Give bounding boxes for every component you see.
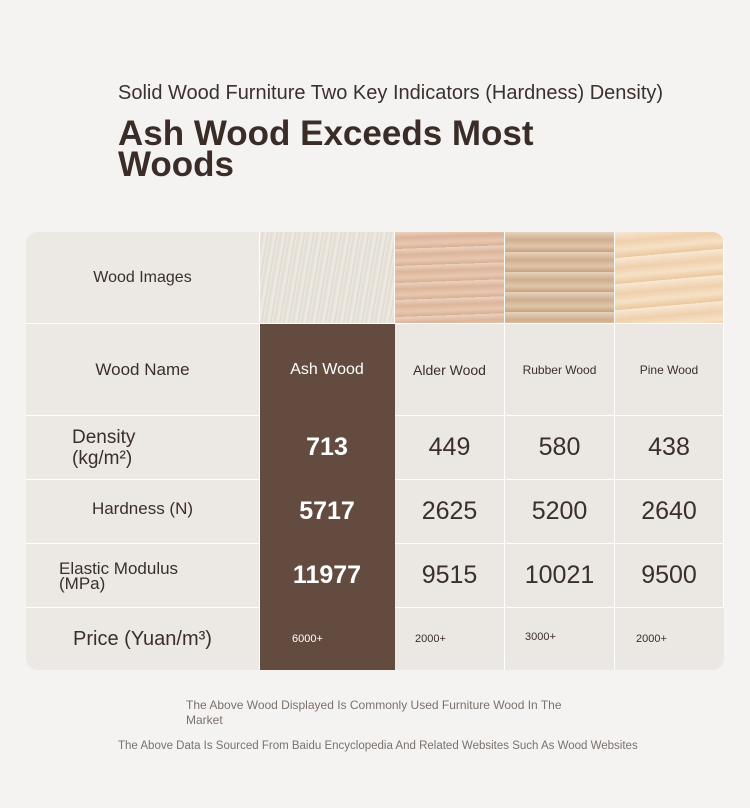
- elastic-rubber: 10021: [505, 544, 615, 608]
- page-headline: Ash Wood Exceeds Most Woods: [118, 114, 534, 184]
- price-alder: 2000+: [395, 608, 505, 670]
- wood-name-rubber: Rubber Wood: [505, 324, 615, 416]
- density-pine: 438: [615, 416, 724, 480]
- row-label-hardness: Hardness (N): [26, 480, 260, 544]
- density-ash: 713: [260, 416, 395, 480]
- density-alder: 449: [395, 416, 505, 480]
- rubber-wood-image: [505, 232, 615, 324]
- elastic-pine: 9500: [615, 544, 724, 608]
- price-pine: 2000+: [615, 608, 724, 670]
- footnote-wood-usage: The Above Wood Displayed Is Commonly Use…: [186, 698, 562, 727]
- hardness-rubber: 5200: [505, 480, 615, 544]
- wood-name-alder: Alder Wood: [395, 324, 505, 416]
- elastic-label-text: Elastic Modulus (MPa): [59, 558, 179, 593]
- elastic-alder: 9515: [395, 544, 505, 608]
- ash-wood-image: [260, 232, 395, 324]
- price-rubber: 3000+: [505, 608, 615, 670]
- pine-wood-image: [615, 232, 724, 324]
- wood-name-pine: Pine Wood: [615, 324, 724, 416]
- row-label-density: Density (kg/m²): [26, 416, 260, 480]
- wood-name-ash: Ash Wood: [260, 324, 395, 416]
- hardness-alder: 2625: [395, 480, 505, 544]
- price-ash: 6000+: [260, 608, 395, 670]
- row-label-name: Wood Name: [26, 324, 260, 416]
- density-label-text: Density (kg/m²): [72, 426, 136, 469]
- density-rubber: 580: [505, 416, 615, 480]
- hardness-pine: 2640: [615, 480, 724, 544]
- row-label-elastic: Elastic Modulus (MPa): [26, 544, 260, 608]
- alder-wood-image: [395, 232, 505, 324]
- elastic-ash: 11977: [260, 544, 395, 608]
- row-label-price: Price (Yuan/m³): [26, 608, 260, 670]
- wood-comparison-table: Wood Images Wood Name Ash Wood Alder Woo…: [26, 232, 724, 670]
- page-subtitle: Solid Wood Furniture Two Key Indicators …: [118, 82, 664, 104]
- footnote-data-source: The Above Data Is Sourced From Baidu Enc…: [118, 740, 638, 752]
- row-label-images: Wood Images: [26, 232, 260, 324]
- hardness-ash: 5717: [260, 480, 395, 544]
